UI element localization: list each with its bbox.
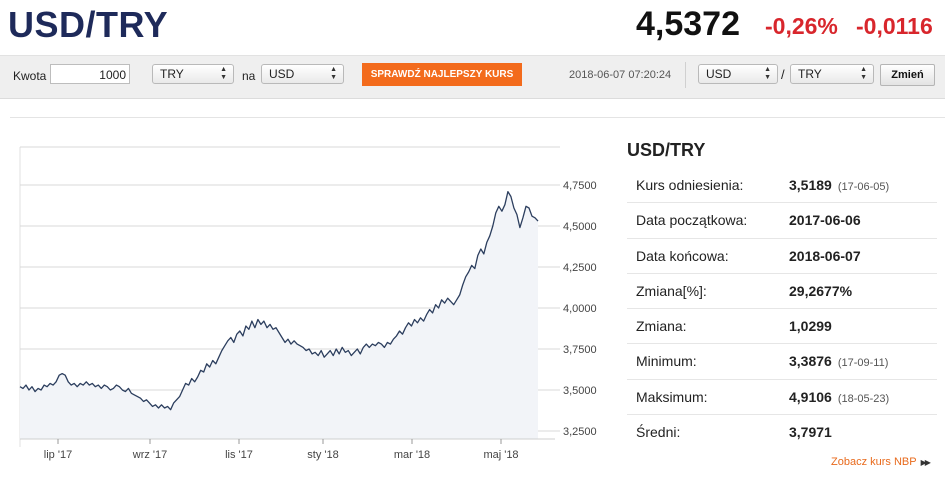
stat-value: 1,0299 (789, 318, 832, 334)
pair-to-value: TRY (798, 67, 822, 81)
stat-value: 4,9106 (18-05-23) (789, 389, 889, 405)
change-absolute: -0,0116 (856, 13, 933, 39)
to-currency-select[interactable]: USD ▲ ▼ (261, 64, 344, 84)
stat-value: 2017-06-06 (789, 212, 861, 228)
stat-label: Średni: (636, 424, 681, 441)
select-arrows-icon: ▲ ▼ (220, 66, 227, 81)
stat-value-text: 2017-06-06 (789, 212, 861, 229)
divider (685, 62, 686, 88)
y-tick-label: 3,2500 (563, 426, 597, 438)
select-arrows-icon: ▲ ▼ (764, 66, 771, 81)
stat-row: Maksimum: 4,9106 (18-05-23) (627, 380, 937, 416)
x-tick-label: maj '18 (483, 449, 518, 461)
rate-chart: 4,7500 4,5000 4,2500 4,0000 3,7500 3,5000 3,25… (10, 137, 610, 477)
pair-slash: / (781, 67, 785, 82)
y-tick-label: 4,7500 (563, 180, 597, 192)
series-area (20, 191, 538, 439)
timestamp: 2018-06-07 07:20:24 (569, 69, 672, 81)
swap-button[interactable]: Zmień (880, 64, 935, 86)
stat-label: Minimum: (636, 353, 697, 370)
page-title: USD/TRY (8, 4, 169, 45)
stat-date: (17-06-05) (837, 181, 890, 193)
stat-label: Zmiana[%]: (636, 282, 707, 299)
converter-bar: Kwota 1000 TRY ▲ ▼ na USD ▲ ▼ SPRAWDŹ NAJL… (0, 55, 945, 99)
stat-value-text: 3,5189 (789, 177, 832, 193)
stat-value: 2018-06-07 (789, 248, 861, 264)
stat-value-text: 1,0299 (789, 318, 832, 335)
from-currency-value: TRY (160, 67, 184, 81)
stat-value-text: 4,9106 (789, 388, 832, 405)
stat-label: Kurs odniesienia: (636, 177, 744, 193)
stat-date: (18-05-23) (837, 392, 890, 405)
to-currency-value: USD (269, 67, 295, 81)
divider (10, 117, 945, 118)
pair-from-value: USD (706, 67, 732, 81)
pair-from-select[interactable]: USD ▲ ▼ (698, 64, 778, 84)
current-rate: 4,5372 (636, 5, 740, 43)
double-arrow-icon: ▶▶ (920, 458, 931, 467)
x-tick-label: lip '17 (44, 449, 72, 461)
y-tick-label: 4,2500 (563, 262, 597, 274)
stat-row: Data początkowa: 2017-06-06 (627, 203, 937, 239)
series-line (19, 190, 539, 411)
y-tick-label: 3,5000 (563, 385, 597, 397)
stat-row: Minimum: 3,3876 (17-09-11) (627, 344, 937, 380)
stat-row: Średni: 3,7971 (627, 415, 937, 449)
stat-row: Zmiana: 1,0299 (627, 309, 937, 345)
stat-value-text: 2018-06-07 (789, 247, 861, 264)
stat-label: Data początkowa: (636, 212, 748, 229)
chart-svg: 4,7500 4,5000 4,2500 4,0000 3,7500 3,5000 3,25… (19, 146, 597, 461)
x-tick-label: wrz '17 (132, 449, 168, 461)
check-best-rate-button[interactable]: SPRAWDŹ NAJLEPSZY KURS (362, 63, 522, 86)
stat-value-text: 29,2677% (789, 282, 853, 299)
na-label: na (242, 69, 256, 83)
stat-value: 3,5189 (17-06-05) (789, 177, 889, 193)
select-arrows-icon: ▲ ▼ (330, 66, 337, 81)
pair-to-select[interactable]: TRY ▲ ▼ (790, 64, 874, 84)
x-tick-label: sty '18 (307, 449, 338, 461)
stat-label: Zmiana: (636, 318, 687, 335)
stats-table: Kurs odniesienia: 3,5189 (17-06-05) Data po… (627, 168, 937, 449)
stat-date: (17-09-11) (837, 357, 889, 370)
stat-label: Maksimum: (636, 388, 708, 405)
select-arrows-icon: ▲ ▼ (860, 66, 867, 81)
stats-title: USD/TRY (627, 140, 706, 160)
stat-row: Data końcowa: 2018-06-07 (627, 239, 937, 274)
stat-row: Zmiana[%]: 29,2677% (627, 274, 937, 310)
amount-input[interactable]: 1000 (50, 64, 130, 84)
nbp-link-label: Zobacz kurs NBP (831, 456, 917, 468)
stat-value: 3,3876 (17-09-11) (789, 353, 888, 369)
quote-header: USD/TRY 4,5372 -0,26% -0,0116 (0, 0, 945, 52)
from-currency-select[interactable]: TRY ▲ ▼ (152, 64, 234, 84)
change-percent: -0,26% (765, 13, 838, 39)
x-tick-label: lis '17 (225, 449, 253, 461)
stat-value: 3,7971 (789, 424, 832, 440)
x-tick-label: mar '18 (394, 449, 430, 461)
y-tick-label: 3,7500 (563, 344, 597, 356)
stat-value-text: 3,3876 (789, 353, 832, 370)
stat-label: Data końcowa: (636, 247, 729, 264)
y-tick-label: 4,0000 (563, 303, 597, 315)
stat-value: 29,2677% (789, 283, 852, 299)
nbp-rate-link[interactable]: Zobacz kurs NBP ▶▶ (831, 456, 931, 468)
amount-label: Kwota (13, 69, 47, 83)
stat-row: Kurs odniesienia: 3,5189 (17-06-05) (627, 168, 937, 204)
y-tick-label: 4,5000 (563, 221, 597, 233)
stat-value-text: 3,7971 (789, 424, 832, 441)
